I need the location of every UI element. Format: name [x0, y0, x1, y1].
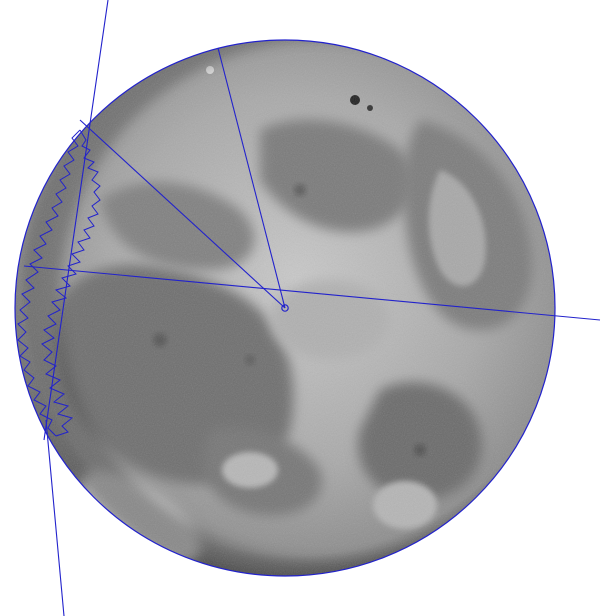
overlay-terminator-trace [17, 129, 101, 437]
overlay-line-radial-top [217, 47, 286, 309]
overlay-limb-ellipse [14, 39, 556, 577]
center-point-icon [281, 304, 289, 312]
overlay-line-left-lower [45, 419, 65, 616]
overlay-line-radial-left [79, 119, 286, 309]
overlay-line-horizontal [23, 265, 601, 321]
